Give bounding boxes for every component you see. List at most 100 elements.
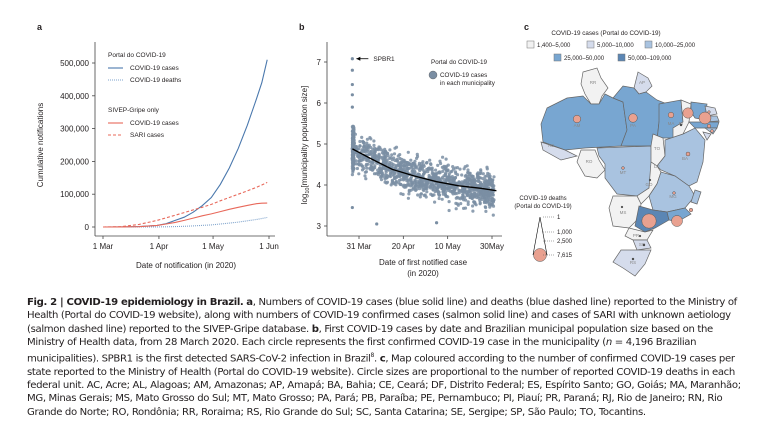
data-point [460, 180, 464, 184]
data-point [362, 140, 366, 144]
state-label-rr: RR [590, 80, 597, 85]
data-point [365, 166, 369, 170]
data-point [412, 172, 416, 176]
data-point [368, 160, 372, 164]
data-point [415, 156, 419, 160]
data-point [352, 138, 356, 142]
data-point [376, 168, 380, 172]
data-point [432, 193, 436, 197]
data-point [445, 169, 449, 173]
series-line-1 [103, 216, 268, 228]
data-point [428, 158, 432, 162]
chart-b-xlabel-line1: Date of first notified case [379, 258, 468, 267]
deaths-legend-value: 2,500 [557, 239, 573, 245]
data-point [394, 175, 398, 179]
data-point [384, 170, 388, 174]
data-point [478, 176, 482, 180]
data-point [486, 171, 490, 175]
data-point [472, 191, 476, 195]
data-point [461, 193, 465, 197]
death-circle [685, 151, 691, 157]
death-circle [621, 166, 625, 170]
state-label-ro: RO [586, 159, 593, 164]
y-tick-label: 7 [317, 58, 322, 67]
data-point [440, 197, 444, 201]
data-point [357, 172, 361, 176]
data-point [411, 186, 415, 190]
death-circle [706, 123, 712, 129]
data-point [458, 197, 463, 201]
data-point [409, 158, 413, 162]
data-point [419, 183, 423, 187]
data-point [424, 187, 428, 191]
data-point [350, 68, 354, 72]
data-point [409, 175, 414, 179]
data-point [359, 163, 363, 167]
data-point [365, 137, 369, 141]
data-point [476, 176, 480, 180]
x-tick-label: 1 May [202, 242, 224, 251]
data-point [479, 168, 483, 172]
data-point [447, 200, 451, 204]
data-point [407, 189, 411, 193]
data-point [365, 143, 369, 147]
state-label-rs: RS [630, 260, 636, 265]
state-label-ma: MA [668, 121, 675, 126]
x-tick-label: 1 Jun [259, 242, 279, 251]
death-circle [628, 113, 638, 123]
data-point [471, 174, 475, 179]
data-point [481, 172, 485, 176]
data-point [461, 182, 465, 186]
state-label-to: TO [654, 146, 661, 151]
data-point [433, 200, 437, 204]
legend-entry-label: SARI cases [130, 132, 165, 139]
data-point [456, 203, 460, 207]
death-circle [671, 215, 683, 227]
chart-a-xlabel: Date of notification (in 2020) [136, 261, 236, 270]
data-point [406, 196, 410, 200]
data-point [399, 173, 403, 177]
data-point [484, 201, 488, 205]
data-point [435, 176, 439, 180]
legend-swatch [617, 53, 626, 62]
legend-swatch [586, 40, 595, 49]
data-point [413, 169, 417, 173]
y-tick-label: 200,000 [60, 157, 89, 166]
map-c: COVID-19 cases (Portal do COVID-19) 1,40… [514, 30, 720, 277]
data-point [435, 188, 439, 192]
caption-figure-title: Fig. 2 | COVID-19 epidemiology in Brazil… [27, 297, 244, 308]
data-point [390, 153, 394, 157]
state-label-df: DF [654, 164, 660, 169]
data-point [350, 105, 354, 109]
caption-c-text: , Map coloured according to the number o… [27, 353, 741, 418]
data-point [446, 188, 451, 192]
data-point [358, 144, 362, 148]
data-point [437, 183, 441, 187]
legend-group-title: Portal do COVID-19 [108, 52, 166, 59]
legend-label: 5,000–10,000 [597, 43, 634, 49]
data-point [449, 186, 454, 190]
data-point [380, 171, 384, 175]
chart-b-trend-line [352, 148, 497, 192]
data-point [483, 196, 487, 200]
chart-a: 0 100,000 200,000 300,000 400,000 500,000 1 Ma… [36, 42, 279, 270]
data-point [444, 194, 448, 198]
data-point [447, 208, 451, 213]
data-point [468, 182, 473, 186]
death-circle [682, 107, 694, 119]
data-point [363, 170, 367, 174]
data-point [456, 182, 460, 186]
data-point [350, 173, 354, 177]
data-point [394, 183, 398, 187]
data-point [443, 165, 447, 169]
death-circle [631, 257, 635, 261]
data-point [453, 191, 457, 195]
data-point [436, 163, 440, 167]
death-circle [688, 207, 694, 213]
data-point [458, 167, 462, 171]
data-point [472, 182, 476, 187]
map-legend-title: COVID-19 cases (Portal do COVID-19) [551, 30, 660, 37]
data-point [351, 163, 355, 167]
data-point [479, 182, 484, 186]
